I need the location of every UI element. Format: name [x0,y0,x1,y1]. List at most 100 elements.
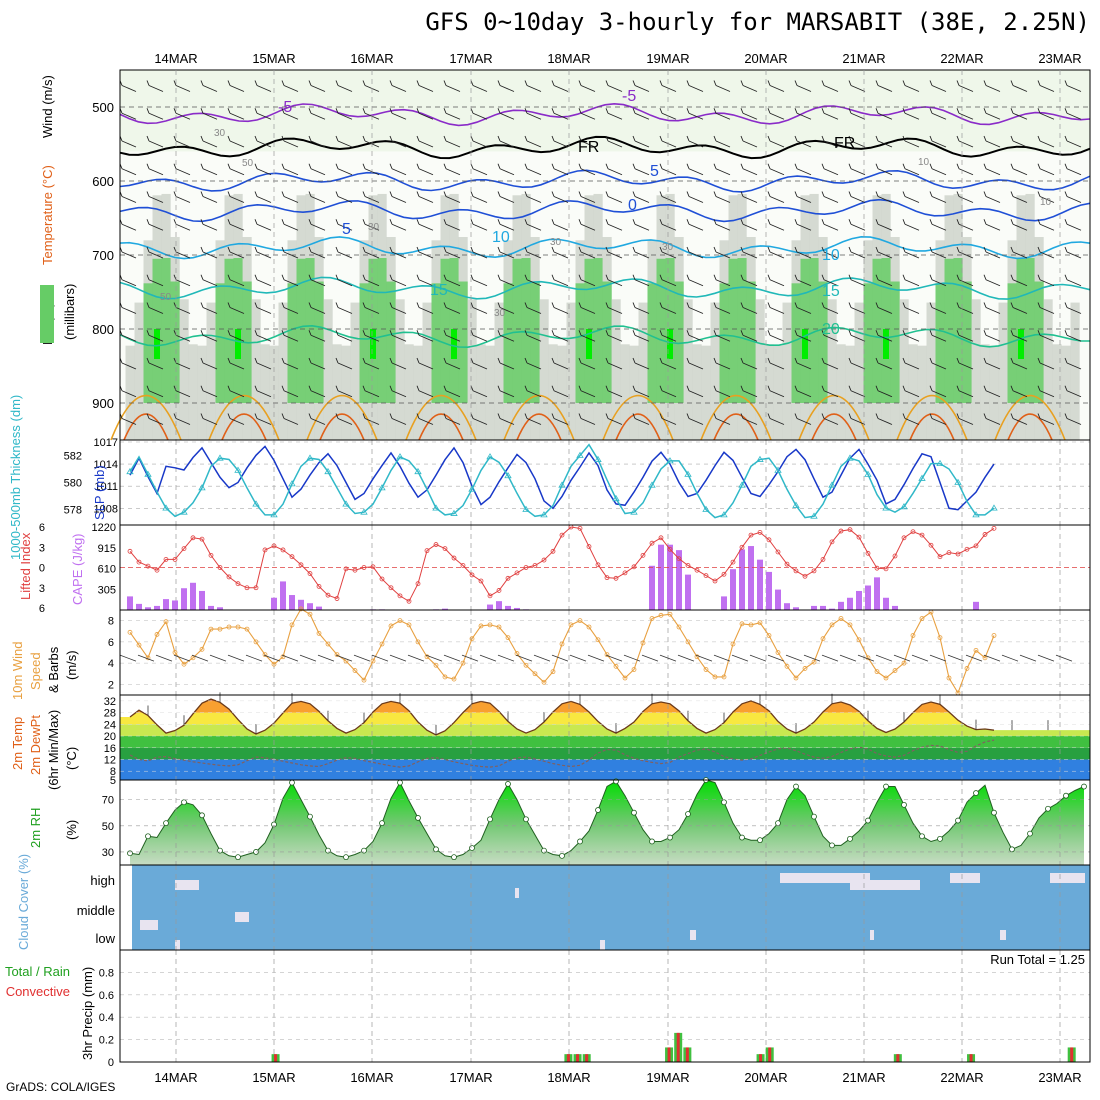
wind-barb-flag [254,108,258,114]
rh-shade [908,344,918,440]
wind-speed-marker [352,668,358,673]
cloud-gap [175,940,180,950]
temp-tick-label: 32 [104,696,116,708]
wind-barb-flag [659,135,663,142]
rh-marker [847,835,853,842]
lifted-index-marker [892,553,898,559]
lifted-index-marker [451,555,457,561]
wind-barb-flag [497,108,501,114]
isotherm-label: FR [834,135,855,152]
wind-barb [229,418,245,425]
wind-barb-flag [416,330,420,336]
wind-speed-marker [658,612,664,618]
wind-speed-marker [199,646,205,652]
wind-barb [499,223,515,231]
wind-barb [661,390,677,398]
lifted-index-marker [253,585,259,591]
wind-barb [580,85,596,92]
wind-barb [175,168,191,176]
wind-barb-flag [281,246,285,253]
wind-barb-flag [524,330,528,336]
thickness-marker [414,467,422,475]
lifted-index-marker [973,543,979,549]
rh-shade-moist [575,283,585,403]
wind-barb [715,418,731,425]
isotherm-hot-arc [909,413,955,441]
thickness-marker [810,512,818,519]
wind-barb-flag [1064,163,1068,169]
thickness-marker [468,485,476,492]
wind-speed-marker [964,666,970,671]
wind-barb [958,307,974,314]
wind-barb [877,140,893,148]
precip-convective-bar [566,1054,570,1062]
rh-shade [557,345,567,440]
wind-barb-flag [470,302,474,308]
lifted-index-marker [379,576,385,582]
cape-label: CAPE (J/kg) [70,533,85,605]
cape-bar [199,590,205,610]
wind-barb [256,85,272,92]
wind-barb [364,362,380,370]
wind-barb [823,85,839,92]
wind-barb [337,362,353,370]
wind-barb [688,223,704,231]
wind-barb-flag [740,413,744,419]
wind-barb [229,279,245,287]
isotherm-hot-arc [123,413,169,441]
rh-shade-moist [602,281,612,403]
date-label-bottom: 14MAR [154,1070,197,1085]
wind-barb-flag [767,80,771,86]
wind-barb-flag [200,163,204,169]
wind-barb-flag [200,330,204,336]
wind-speed-marker [550,669,556,675]
wind-barb [1039,334,1055,342]
wind-speed-marker [379,641,385,647]
isotherm-line [119,324,1091,349]
wind-barb-flag [308,302,312,308]
temp-label-2: 2m DewPt [28,715,43,775]
wind-barb-flag [794,135,798,142]
wind-barb-flag [1010,413,1014,419]
wind-barb [121,85,137,92]
wind-barb-flag [740,108,744,114]
wind-barb [148,334,164,342]
rh-line [129,779,1085,858]
wind-barb [1039,168,1055,176]
wind-barb [202,279,218,287]
wind-barb-flag [308,135,312,142]
wind-barb-flag [767,274,771,280]
wind-barb [121,390,137,398]
wind-barb-flag [956,357,960,364]
cloud-gap [850,880,920,890]
wind-barb [580,112,596,120]
lifted-index-marker [271,543,277,549]
wind-barb-flag [632,357,636,364]
wind-barb-flag [848,357,852,364]
rh-marker [523,816,529,823]
wind-barb-flag [902,246,906,253]
date-label-bottom: 16MAR [350,1070,393,1085]
wind-barb [769,279,785,287]
surface-wind-barb [209,654,227,662]
wind-speed-marker [406,622,412,628]
wind-barb-flag [875,108,879,114]
isotherm-warm-arc [602,395,674,441]
wind-barb [823,223,839,231]
wind-barb [499,362,515,370]
wind-speed-marker [703,667,709,672]
wind-barb-flag [362,274,366,280]
wind-barb [931,196,947,203]
wind-barb-flag [929,80,933,86]
wind-barb [391,168,407,176]
wind-barb [256,334,272,342]
wind-barb [1012,418,1028,425]
wind-barb-flag [200,191,204,197]
wind-barb [715,279,731,287]
wind-barb [985,140,1001,148]
wind-barb [148,307,164,314]
rh-shade-saturated [883,329,889,359]
wind-barb-flag [578,219,582,225]
wind-barb-flag [848,413,852,419]
precip-tick-label: 0.2 [99,1035,114,1047]
